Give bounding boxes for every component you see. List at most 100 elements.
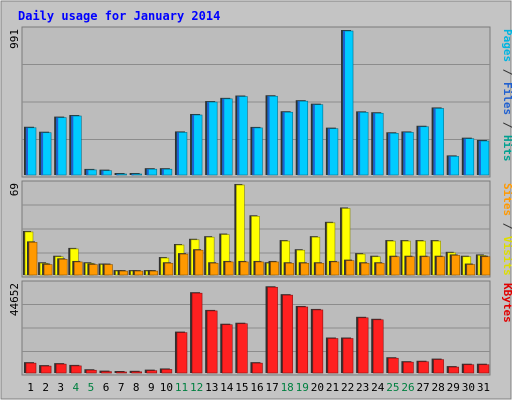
- bar-files-edge-day-8: [131, 174, 134, 176]
- bar-sites-day-20: [315, 262, 325, 276]
- x-label-day-24: 24: [371, 381, 385, 394]
- x-label-day-27: 27: [416, 381, 429, 394]
- panel-hits-legend: Pages / Files / Hits: [501, 29, 512, 162]
- chart-title: Daily usage for January 2014: [18, 9, 220, 23]
- legend-part: /: [501, 62, 512, 82]
- legend-part: KBytes: [501, 283, 512, 323]
- bar-kbytes-day-13: [206, 310, 218, 374]
- bar-files-edge-day-9: [146, 169, 149, 175]
- x-label-day-3: 3: [57, 381, 64, 394]
- bar-kbytes-day-5: [86, 369, 97, 374]
- panel-visits-legend: Sites / Visits: [501, 183, 512, 276]
- legend-part: Visits: [501, 236, 512, 276]
- bar-files-edge-day-27: [418, 126, 421, 175]
- panel-kbytes-max-label: 44652: [8, 283, 21, 316]
- bar-sites-day-18: [285, 262, 294, 276]
- bar-kbytes-day-8: [131, 371, 142, 374]
- bar-files-edge-day-4: [71, 116, 74, 175]
- bar-files-edge-day-12: [192, 114, 195, 175]
- bar-sites-day-15: [240, 261, 249, 276]
- bar-kbytes-day-17: [267, 286, 278, 374]
- bar-files-edge-day-14: [222, 98, 225, 175]
- bar-kbytes-day-20: [312, 309, 324, 374]
- bar-sites-day-29: [451, 255, 461, 276]
- bar-sites-day-16: [255, 261, 264, 276]
- x-label-day-2: 2: [42, 381, 49, 394]
- x-label-day-19: 19: [296, 381, 309, 394]
- x-label-day-18: 18: [281, 381, 294, 394]
- bar-sites-day-28: [436, 256, 445, 276]
- legend-part: /: [501, 115, 512, 135]
- bar-kbytes-day-27: [418, 361, 429, 374]
- bar-sites-day-23: [360, 262, 370, 276]
- bar-files-edge-day-23: [358, 112, 361, 175]
- x-label-day-15: 15: [235, 381, 248, 394]
- bar-sites-day-27: [421, 256, 430, 276]
- bar-sites-day-9: [149, 270, 159, 276]
- bar-files-edge-day-20: [312, 104, 315, 175]
- bar-kbytes-day-16: [252, 362, 263, 374]
- legend-part: /: [501, 216, 512, 236]
- bar-kbytes-day-18: [282, 294, 293, 374]
- bar-files-edge-day-13: [207, 102, 210, 175]
- bar-files-edge-day-18: [282, 112, 285, 175]
- bar-kbytes-day-24: [372, 319, 384, 374]
- x-label-day-21: 21: [326, 381, 339, 394]
- bar-kbytes-day-1: [25, 362, 37, 374]
- x-label-day-7: 7: [118, 381, 125, 394]
- bar-files-edge-day-15: [237, 96, 240, 175]
- bar-sites-day-25: [391, 256, 400, 276]
- bar-sites-day-11: [179, 253, 189, 276]
- bar-files-edge-day-29: [448, 156, 451, 175]
- bar-sites-day-6: [104, 264, 113, 276]
- bar-sites-day-12: [194, 249, 204, 276]
- chart-panels: 991 Pages / Files / Hits 69 Sites / Visits 4…: [8, 26, 512, 376]
- bar-kbytes-day-9: [146, 370, 158, 374]
- x-label-day-30: 30: [462, 381, 475, 394]
- bar-kbytes-day-14: [221, 324, 233, 374]
- bar-files-edge-day-28: [433, 108, 436, 175]
- bar-kbytes-day-23: [357, 317, 369, 374]
- bar-files-edge-day-3: [56, 117, 59, 175]
- x-label-day-12: 12: [190, 381, 203, 394]
- bar-kbytes-day-6: [101, 371, 112, 374]
- x-label-day-16: 16: [250, 381, 263, 394]
- bar-sites-day-5: [89, 264, 98, 276]
- legend-part: Sites: [501, 183, 512, 216]
- bar-kbytes-day-10: [161, 369, 173, 374]
- bar-sites-day-2: [43, 264, 53, 276]
- legend-part: Pages: [501, 29, 512, 62]
- bar-kbytes-day-3: [55, 363, 67, 374]
- bar-files-edge-day-30: [463, 138, 466, 175]
- bar-kbytes-day-11: [176, 332, 188, 374]
- x-label-day-23: 23: [356, 381, 369, 394]
- x-label-day-31: 31: [477, 381, 490, 394]
- panel-visits-max-label: 69: [8, 183, 21, 196]
- bar-sites-day-30: [466, 264, 476, 276]
- x-label-day-5: 5: [88, 381, 95, 394]
- bar-sites-day-17: [270, 261, 279, 276]
- x-label-day-4: 4: [73, 381, 80, 394]
- bar-kbytes-day-26: [403, 361, 414, 374]
- bar-sites-day-31: [481, 256, 491, 276]
- bar-files-edge-day-11: [176, 132, 179, 175]
- bar-files-edge-day-17: [267, 96, 270, 175]
- x-label-day-1: 1: [27, 381, 34, 394]
- bar-kbytes-day-22: [342, 338, 354, 374]
- legend-part: Files: [501, 82, 512, 115]
- panel-kbytes-legend: KBytes: [501, 283, 512, 323]
- bar-kbytes-day-21: [327, 338, 339, 374]
- bar-files-edge-day-21: [327, 128, 330, 175]
- x-label-day-20: 20: [311, 381, 324, 394]
- bar-kbytes-day-4: [70, 365, 82, 374]
- x-label-day-26: 26: [401, 381, 414, 394]
- panel-hits: 991 Pages / Files / Hits: [8, 26, 512, 178]
- bar-kbytes-day-30: [463, 364, 475, 374]
- bar-files-edge-day-31: [478, 140, 481, 175]
- bar-files-edge-day-1: [26, 127, 28, 175]
- x-label-day-6: 6: [103, 381, 110, 394]
- bar-sites-day-19: [300, 262, 310, 276]
- bar-sites-day-21: [330, 261, 340, 276]
- x-label-day-29: 29: [447, 381, 460, 394]
